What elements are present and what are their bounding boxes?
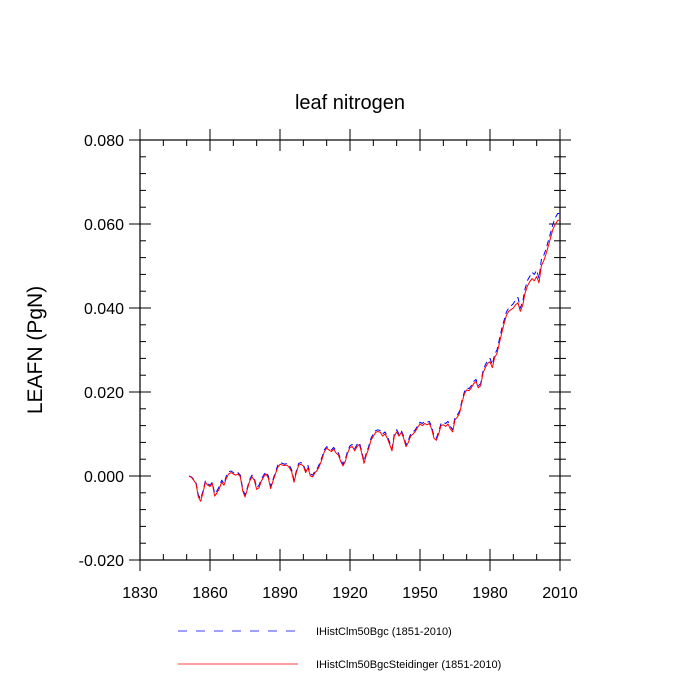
- axis-ticks: -0.020 0.000 0.020 0.040 0.060 0.080 1830 1860 1…: [79, 129, 578, 602]
- y-tick-label: -0.020: [79, 553, 124, 570]
- y-tick-label: 0.080: [84, 133, 124, 150]
- series-line-1: [188, 219, 561, 502]
- legend-label-1: IHistClm50BgcSteidinger (1851-2010): [316, 659, 501, 671]
- x-tick-label: 1860: [192, 585, 228, 602]
- chart-title: leaf nitrogen: [295, 92, 405, 114]
- x-tick-label: 1890: [262, 585, 298, 602]
- legend-label-0: IHistClm50Bgc (1851-2010): [316, 626, 452, 638]
- y-tick-label: 0.000: [84, 469, 124, 486]
- y-axis-label: LEAFN (PgN): [24, 286, 47, 414]
- x-tick-label: 2010: [542, 585, 578, 602]
- x-tick-label: 1980: [472, 585, 508, 602]
- x-tick-label: 1950: [402, 585, 438, 602]
- series-layer: [188, 213, 561, 502]
- y-tick-label: 0.040: [84, 301, 124, 318]
- series-line-0: [188, 213, 560, 500]
- y-tick-label: 0.020: [84, 385, 124, 402]
- y-tick-label: 0.060: [84, 217, 124, 234]
- legend: IHistClm50Bgc (1851-2010) IHistClm50BgcSt…: [178, 626, 501, 671]
- x-tick-label: 1830: [122, 585, 158, 602]
- x-tick-label: 1920: [332, 585, 368, 602]
